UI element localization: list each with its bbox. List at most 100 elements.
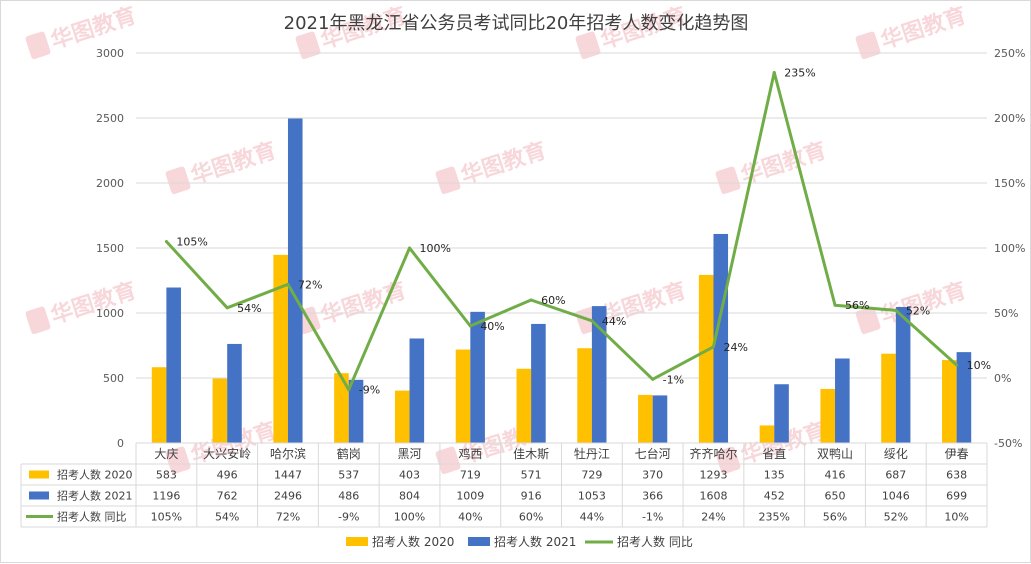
- y-left-tick-label: 3000: [96, 47, 124, 60]
- y-left-tick-label: 2500: [96, 112, 124, 125]
- yoy-data-label: -9%: [359, 384, 380, 397]
- yoy-point: [225, 306, 229, 310]
- x-category-label: 省直: [762, 447, 786, 461]
- yoy-data-label: 235%: [784, 67, 815, 80]
- bar-2021: [227, 343, 242, 443]
- table-cell: -9%: [338, 511, 359, 524]
- table-cell: 416: [825, 469, 846, 482]
- table-cell: 10%: [944, 511, 968, 524]
- watermark-text: 华图教育: [318, 277, 410, 329]
- watermark-badge-icon: [25, 306, 51, 335]
- watermark-logo: 华图教育: [715, 137, 829, 195]
- bar-2021: [531, 323, 546, 443]
- bar-2021: [895, 307, 911, 443]
- x-category-label: 大兴安岭: [203, 446, 251, 461]
- x-category-label: 鸡西: [458, 446, 482, 461]
- watermark-text: 华图教育: [188, 137, 280, 189]
- bar-2021: [348, 379, 364, 443]
- table-cell: 916: [521, 490, 542, 503]
- legend-key-icon: [468, 537, 490, 546]
- table-cell: 719: [460, 469, 481, 482]
- bar-2020: [212, 378, 228, 443]
- table-cell: -1%: [642, 511, 663, 524]
- bar-2020: [151, 367, 167, 443]
- yoy-data-label: 44%: [602, 315, 626, 328]
- bar-2020: [273, 254, 288, 443]
- table-cell: 235%: [759, 511, 790, 524]
- x-category-label: 佳木斯: [513, 447, 549, 461]
- bar-2021: [409, 338, 425, 443]
- x-category-label: 牡丹江: [574, 446, 610, 461]
- table-cell: 105%: [151, 511, 182, 524]
- bar-2021: [956, 352, 972, 443]
- table-cell: 687: [885, 469, 906, 482]
- y-right-tick-label: -50%: [994, 437, 1022, 450]
- table-cell: 60%: [519, 511, 543, 524]
- bar-2021: [774, 384, 789, 443]
- bar-2020: [759, 425, 775, 443]
- bar-2020: [334, 373, 349, 443]
- yoy-point: [408, 246, 412, 250]
- table-cell: 403: [399, 469, 420, 482]
- watermark-text: 华图教育: [878, 277, 970, 329]
- watermark-badge-icon: [575, 31, 601, 60]
- watermark-text: 华图教育: [48, 2, 140, 54]
- bar-2021: [470, 311, 485, 443]
- table-cell: 496: [217, 469, 238, 482]
- table-row-header: 招考人数 同比: [57, 510, 127, 524]
- yoy-point: [286, 282, 290, 286]
- table-cell: 1046: [882, 490, 910, 503]
- table-cell: 1196: [152, 490, 180, 503]
- bar-2020: [638, 394, 653, 443]
- yoy-point: [894, 308, 898, 312]
- y-right-tick-label: 150%: [994, 177, 1025, 190]
- bar-2020: [881, 353, 896, 443]
- y-left-tick-label: 0: [117, 437, 124, 450]
- table-cell: 729: [581, 469, 602, 482]
- table-cell: 638: [946, 469, 967, 482]
- x-category-label: 伊春: [945, 447, 969, 461]
- table-cell: 366: [642, 490, 663, 503]
- watermark-badge-icon: [165, 446, 191, 475]
- y-right-tick-label: 200%: [994, 112, 1025, 125]
- y-left-tick-label: 1000: [96, 307, 124, 320]
- yoy-data-label: 40%: [480, 320, 504, 333]
- table-cell: 44%: [580, 511, 604, 524]
- yoy-point: [955, 363, 959, 367]
- legend-label: 招考人数 同比: [617, 534, 693, 549]
- yoy-data-label: 24%: [723, 341, 747, 354]
- yoy-data-label: 10%: [967, 359, 991, 372]
- table-cell: 699: [946, 490, 967, 503]
- watermark-badge-icon: [715, 446, 741, 475]
- x-category-label: 绥化: [884, 447, 908, 461]
- yoy-point: [711, 345, 715, 349]
- bar-2020: [516, 368, 532, 443]
- x-category-label: 哈尔滨: [270, 446, 306, 461]
- watermark-badge-icon: [295, 31, 321, 60]
- bar-2020: [698, 274, 714, 443]
- watermark-logo: 华图教育: [435, 137, 549, 195]
- table-cell: 583: [156, 469, 177, 482]
- table-row-header: 招考人数 2020: [57, 468, 133, 482]
- yoy-data-label: 105%: [176, 236, 207, 249]
- yoy-point: [529, 298, 533, 302]
- table-cell: 24%: [701, 511, 725, 524]
- yoy-data-label: 72%: [298, 278, 322, 291]
- yoy-point: [468, 324, 472, 328]
- table-row-header: 招考人数 2021: [57, 489, 133, 503]
- table-cell: 52%: [884, 511, 908, 524]
- yoy-point: [651, 377, 655, 381]
- table-cell: 54%: [215, 511, 239, 524]
- table-cell: 1608: [699, 490, 727, 503]
- y-right-tick-label: 100%: [994, 242, 1025, 255]
- yoy-data-label: 54%: [237, 302, 261, 315]
- table-cell: 100%: [394, 511, 425, 524]
- y-left-tick-label: 2000: [96, 177, 124, 190]
- watermark-badge-icon: [435, 446, 461, 475]
- y-right-tick-label: 250%: [994, 47, 1025, 60]
- yoy-point: [347, 388, 351, 392]
- bar-2021: [591, 306, 607, 443]
- bar-2021: [287, 118, 303, 444]
- watermark-badge-icon: [435, 166, 461, 195]
- legend-key-icon: [346, 537, 368, 546]
